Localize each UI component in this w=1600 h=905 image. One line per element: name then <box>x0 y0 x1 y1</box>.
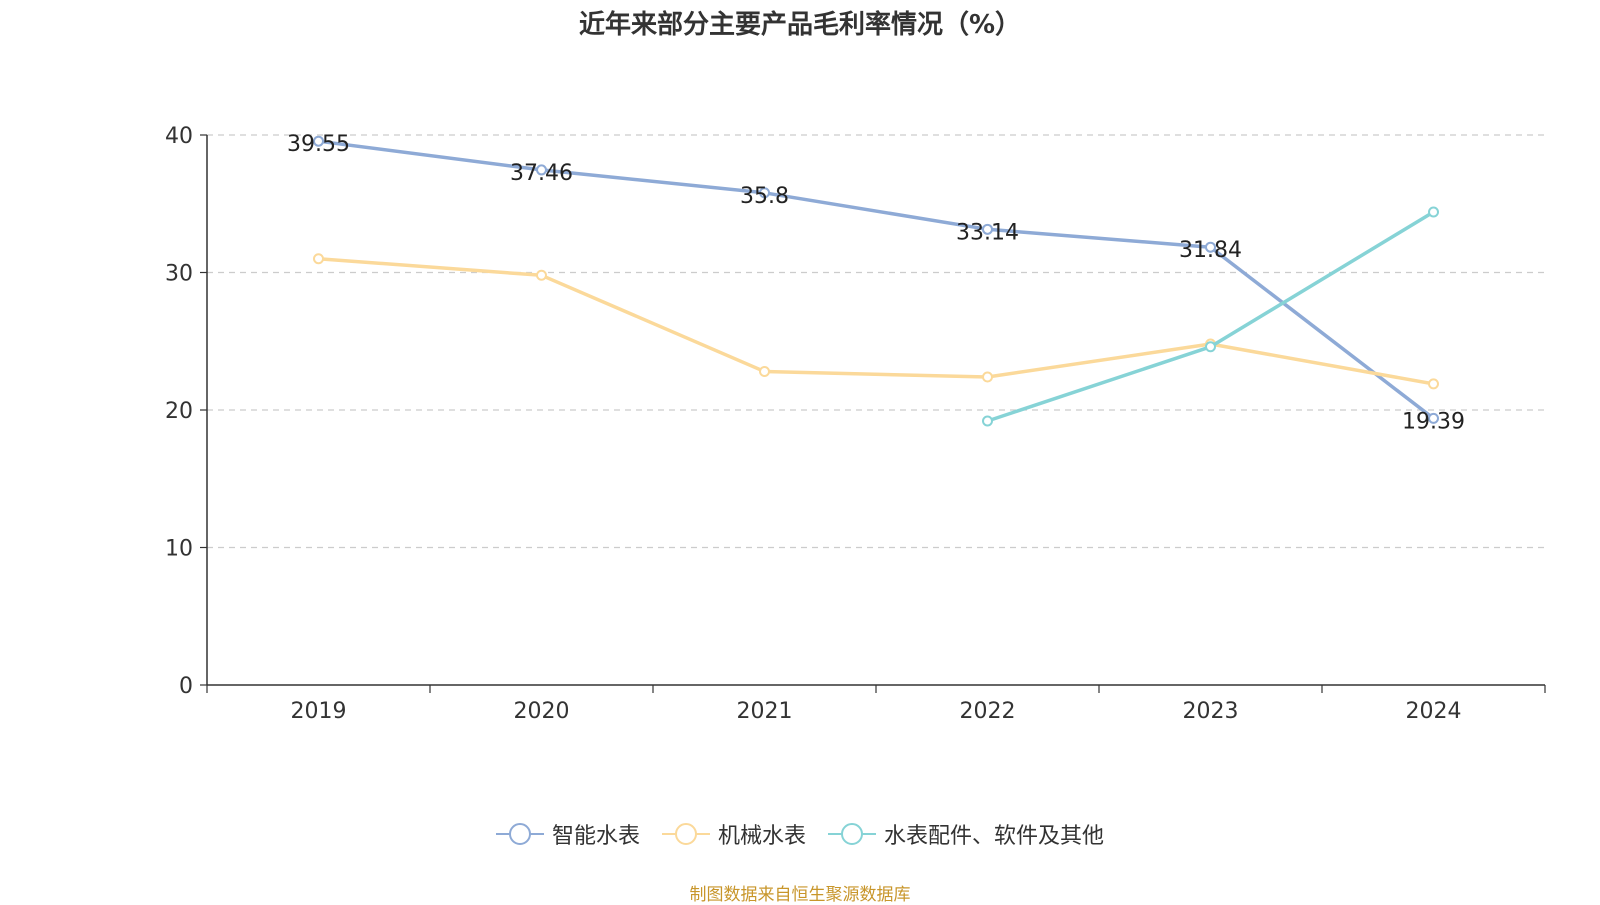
x-tick-label: 2019 <box>291 699 347 724</box>
legend-item[interactable]: 机械水表 <box>661 818 806 850</box>
legend-swatch <box>828 823 876 845</box>
y-tick-label: 30 <box>165 262 193 287</box>
data-point <box>536 164 547 176</box>
data-point <box>1205 241 1216 253</box>
data-point <box>982 415 993 427</box>
legend-swatch-marker <box>508 823 531 845</box>
data-point <box>759 187 770 199</box>
x-tick-label: 2021 <box>737 699 793 724</box>
data-point <box>1428 378 1439 390</box>
data-point <box>313 135 324 147</box>
series-line-1 <box>318 257 1434 386</box>
y-tick-label: 20 <box>165 399 193 424</box>
data-point <box>982 371 993 383</box>
data-label: 33.14 <box>956 220 1019 245</box>
grid-layer <box>207 134 1545 549</box>
legend-label: 智能水表 <box>551 824 640 849</box>
legend-swatch <box>495 823 544 845</box>
data-label: 37.46 <box>510 161 573 186</box>
x-tick-label: 2022 <box>960 699 1016 724</box>
data-point <box>1428 206 1439 218</box>
x-tick-label: 2020 <box>514 699 570 724</box>
legend-item[interactable]: 智能水表 <box>495 818 640 850</box>
chart-title: 近年来部分主要产品毛利率情况（%） <box>578 10 1022 40</box>
y-tick-label: 10 <box>165 537 193 562</box>
source-note: 制图数据来自恒生聚源数据库 <box>689 885 911 905</box>
data-label: 35.8 <box>740 184 789 209</box>
axis-layer: 0 10 20 30 40 2019 2020 2021 2022 2023 2024 <box>165 124 1546 724</box>
legend-swatch-marker <box>674 823 697 845</box>
legend-swatch <box>661 823 710 845</box>
data-point <box>1205 341 1216 353</box>
data-point <box>982 223 993 235</box>
data-point <box>536 269 547 281</box>
data-label-layer: 39.55 37.46 35.8 33.14 31.84 19.39 <box>287 132 1465 434</box>
x-tick-label: 2024 <box>1406 699 1462 724</box>
data-point <box>759 366 770 377</box>
y-tick-label: 0 <box>179 674 193 699</box>
legend-label: 水表配件、软件及其他 <box>884 824 1105 849</box>
legend-item[interactable]: 水表配件、软件及其他 <box>828 818 1104 850</box>
legend: 智能水表 机械水表 水表配件、软件及其他 <box>0 818 1600 850</box>
legend-swatch-marker <box>841 823 863 845</box>
series-layer <box>313 135 1439 427</box>
x-tick-label: 2023 <box>1183 699 1239 724</box>
data-point <box>313 253 324 265</box>
y-tick-label: 40 <box>165 124 193 149</box>
data-label: 19.39 <box>1402 409 1465 434</box>
series-line-0 <box>318 139 1435 420</box>
data-label: 31.84 <box>1179 238 1242 263</box>
data-point <box>1428 412 1439 424</box>
data-label: 39.55 <box>287 132 350 157</box>
legend-label: 机械水表 <box>717 824 806 849</box>
